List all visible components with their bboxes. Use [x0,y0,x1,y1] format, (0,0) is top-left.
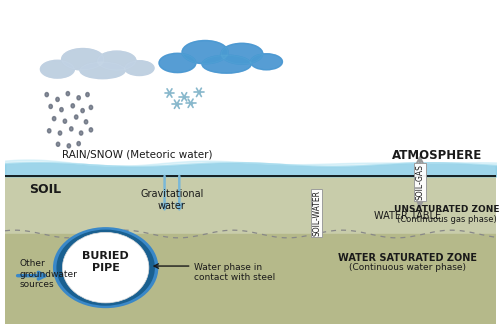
Ellipse shape [80,62,125,78]
Ellipse shape [53,227,158,308]
Ellipse shape [48,129,51,133]
Ellipse shape [159,53,196,73]
Ellipse shape [159,53,196,73]
Ellipse shape [202,55,251,73]
Ellipse shape [66,92,70,96]
Ellipse shape [56,97,59,101]
Ellipse shape [250,54,283,70]
Text: SOIL-WATER: SOIL-WATER [312,190,321,236]
Ellipse shape [221,43,263,64]
Ellipse shape [57,230,155,306]
Ellipse shape [221,43,263,64]
Text: BURIED
PIPE: BURIED PIPE [82,251,129,273]
Ellipse shape [77,96,80,100]
Ellipse shape [41,60,74,78]
Text: (Continuous gas phase): (Continuous gas phase) [397,215,497,224]
Text: (Continuous water phase): (Continuous water phase) [349,263,466,272]
Ellipse shape [250,54,283,70]
Ellipse shape [125,61,154,76]
Ellipse shape [67,144,71,148]
Ellipse shape [80,62,125,78]
Ellipse shape [77,142,80,146]
Ellipse shape [62,49,104,70]
Ellipse shape [81,109,84,113]
Bar [5,234,496,324]
Text: Water phase in
contact with steel: Water phase in contact with steel [194,263,275,282]
Text: RAIN/SNOW (Meteoric water): RAIN/SNOW (Meteoric water) [62,149,213,159]
Ellipse shape [84,120,88,124]
Ellipse shape [56,142,60,146]
Text: SOIL-GAS: SOIL-GAS [415,164,424,200]
Ellipse shape [70,127,73,131]
Ellipse shape [58,131,62,135]
Text: SOIL: SOIL [30,183,62,196]
Ellipse shape [63,119,67,123]
Ellipse shape [41,60,74,78]
Ellipse shape [98,51,136,70]
Ellipse shape [75,115,78,119]
Ellipse shape [79,131,83,135]
Bar [5,3,496,176]
Ellipse shape [182,41,228,64]
Ellipse shape [60,108,63,112]
Text: Other
groundwater
sources: Other groundwater sources [20,259,78,289]
Text: ATMOSPHERE: ATMOSPHERE [392,149,482,162]
Ellipse shape [49,104,53,109]
Ellipse shape [89,128,93,132]
Ellipse shape [62,49,104,70]
Text: WATER SATURATED ZONE: WATER SATURATED ZONE [338,253,477,263]
Ellipse shape [45,93,49,97]
Ellipse shape [182,41,228,64]
Text: Gravitational
water: Gravitational water [140,189,203,211]
Ellipse shape [63,232,149,303]
Ellipse shape [89,105,93,110]
Ellipse shape [125,61,154,76]
Ellipse shape [86,93,89,97]
Bar [5,176,496,234]
Ellipse shape [98,51,136,70]
Ellipse shape [202,55,251,73]
Ellipse shape [71,104,75,108]
Text: WATER TABLE: WATER TABLE [374,211,441,221]
Text: UNSATURATED ZONE: UNSATURATED ZONE [394,205,499,214]
Ellipse shape [53,116,56,121]
